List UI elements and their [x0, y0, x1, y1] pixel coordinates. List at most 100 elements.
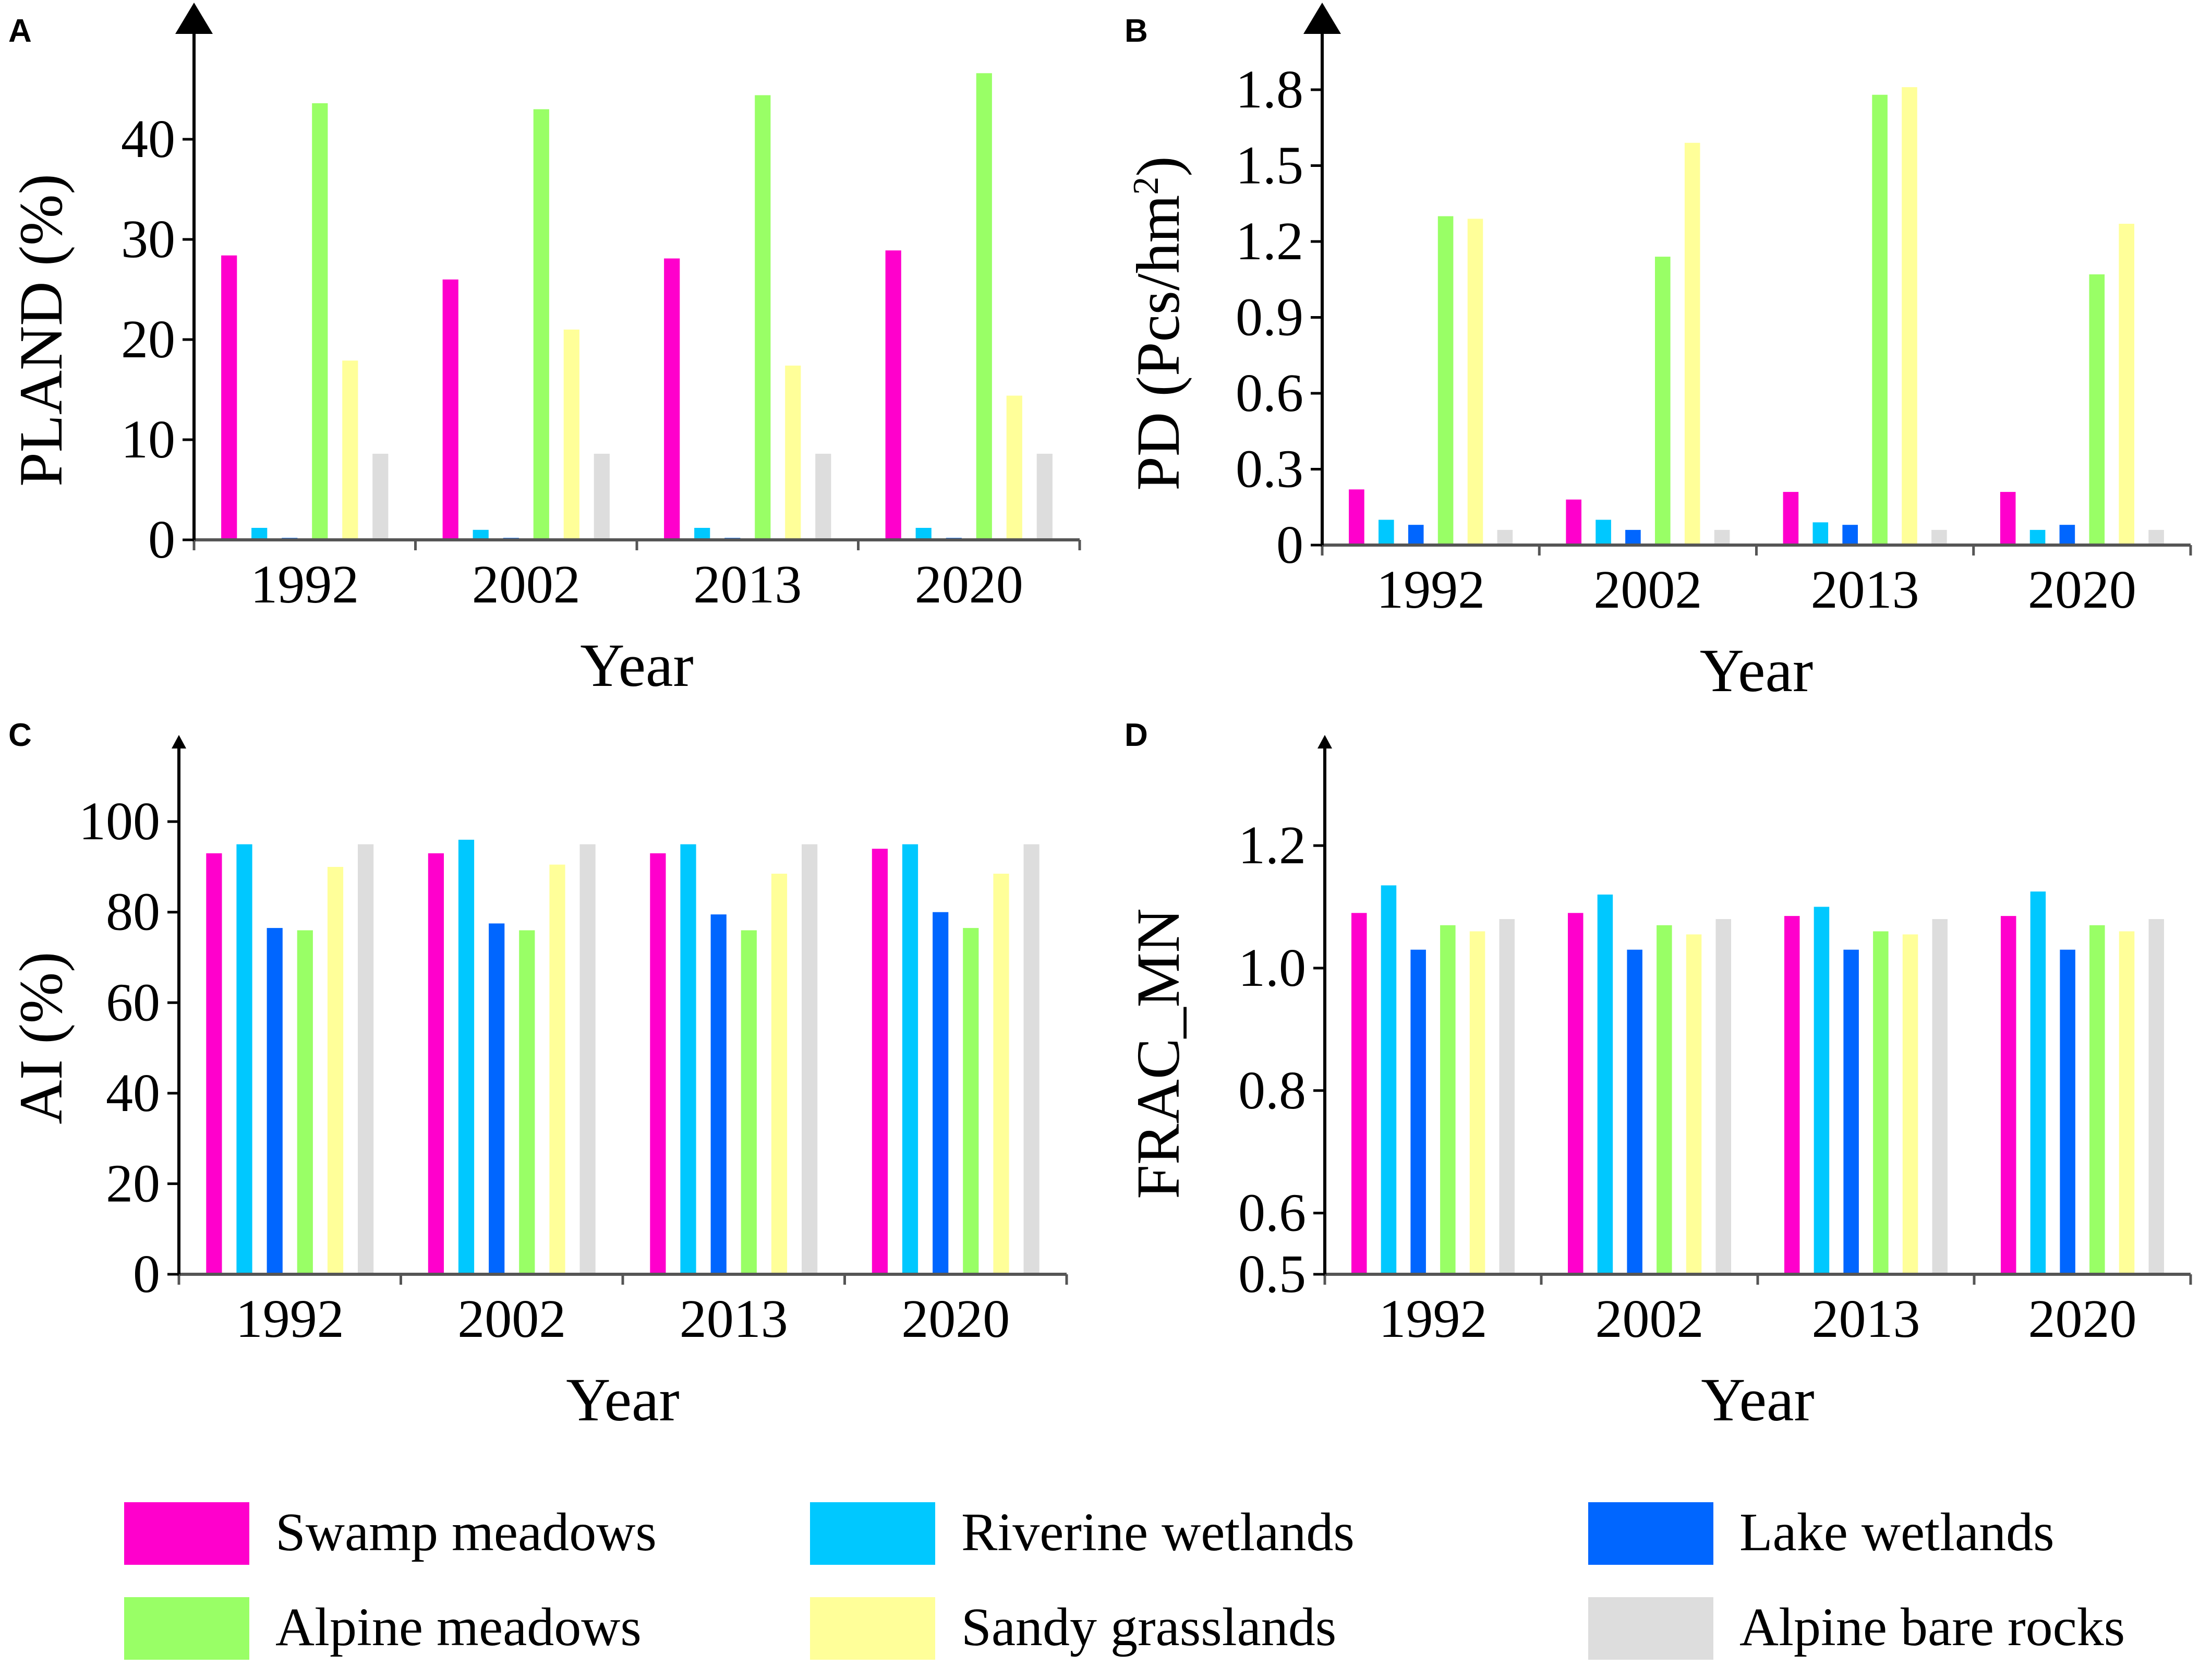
x-axis-title: Year — [1700, 636, 1813, 705]
bar-riverine-wetlands-2002 — [1595, 520, 1611, 545]
y-tick-label: 0.5 — [1238, 1244, 1306, 1304]
y-axis-title: FRAC_MN — [1124, 908, 1192, 1199]
bar-alpine-bare-rocks-2020 — [2148, 919, 2164, 1274]
y-tick-label: 100 — [79, 791, 160, 851]
bar-swamp-meadows-2013 — [664, 258, 680, 540]
bar-lake-wetlands-2013 — [710, 914, 727, 1274]
y-axis-arrow-icon — [1317, 735, 1332, 749]
y-tick-label: 20 — [121, 309, 175, 369]
bar-swamp-meadows-2020 — [872, 849, 888, 1274]
x-tick-label: 2020 — [2028, 1289, 2137, 1349]
bar-sandy-grasslands-1992 — [1467, 219, 1483, 545]
bar-swamp-meadows-2002 — [1568, 913, 1584, 1274]
bar-sandy-grasslands-2013 — [771, 874, 788, 1274]
bar-swamp-meadows-2002 — [442, 279, 458, 540]
panel-letter: C — [8, 717, 32, 753]
x-tick-label: 2013 — [693, 554, 802, 614]
bar-riverine-wetlands-2013 — [694, 528, 710, 540]
legend-swatch — [124, 1597, 249, 1660]
y-tick-label: 40 — [121, 109, 175, 169]
legend-item-sandy-grasslands: Sandy grasslands — [810, 1597, 1336, 1660]
x-axis-title: Year — [1701, 1366, 1814, 1434]
y-tick-label: 10 — [121, 409, 175, 469]
bar-alpine-meadows-2020 — [2089, 925, 2105, 1274]
panel-letter: D — [1125, 717, 1148, 753]
bar-alpine-meadows-2020 — [2089, 274, 2105, 545]
bar-lake-wetlands-2002 — [1625, 529, 1641, 545]
bar-alpine-bare-rocks-2020 — [1036, 453, 1053, 540]
bar-alpine-meadows-1992 — [312, 103, 328, 540]
y-tick-label: 80 — [106, 882, 160, 942]
bar-lake-wetlands-1992 — [267, 928, 283, 1274]
x-tick-label: 2002 — [1595, 1289, 1704, 1349]
bar-alpine-meadows-2013 — [741, 930, 757, 1274]
bar-alpine-bare-rocks-1992 — [1497, 529, 1513, 545]
panel-d: D 1992 2002 2013 2020 0.50.6 0.8 1.0 1.2 Year FRAC… — [1124, 717, 2192, 1434]
bar-alpine-bare-rocks-1992 — [1499, 919, 1515, 1274]
bar-swamp-meadows-1992 — [1349, 489, 1364, 545]
bar-swamp-meadows-2020 — [2000, 492, 2016, 545]
legend-swatch — [810, 1502, 935, 1565]
y-tick-label: 0 — [133, 1244, 160, 1304]
y-tick-label: 60 — [106, 972, 160, 1032]
y-tick-label: 30 — [121, 209, 175, 269]
bar-sandy-grasslands-2020 — [2119, 224, 2134, 545]
bar-riverine-wetlands-1992 — [1381, 885, 1397, 1274]
y-axis-title: AI (%) — [7, 952, 75, 1125]
legend: Swamp meadows Riverine wetlands Lake wetla… — [124, 1502, 2125, 1660]
y-tick-label: 20 — [106, 1153, 160, 1213]
panel-letter: A — [8, 13, 32, 49]
bar-riverine-wetlands-2013 — [1814, 907, 1830, 1274]
bar-sandy-grasslands-2002 — [563, 329, 579, 540]
x-tick-label: 2020 — [901, 1289, 1010, 1349]
bar-alpine-meadows-2002 — [1657, 925, 1672, 1274]
bar-swamp-meadows-1992 — [206, 853, 222, 1274]
x-tick-label: 2002 — [1593, 560, 1702, 620]
panel-b: B 1992 2002 2013 2020 0 0.3 0.6 0.9 1.2 1.5 1.8 Year… — [1124, 3, 2192, 705]
legend-label: Alpine bare rocks — [1739, 1597, 2125, 1657]
y-tick-label: 40 — [106, 1063, 160, 1123]
bar-riverine-wetlands-2002 — [473, 529, 489, 540]
y-axis-arrow-icon — [1303, 3, 1341, 34]
y-tick-label: 0.6 — [1236, 363, 1303, 423]
x-tick-label: 2020 — [2028, 560, 2136, 620]
x-tick-label: 2013 — [1812, 1289, 1920, 1349]
bar-sandy-grasslands-2020 — [993, 874, 1009, 1274]
bar-swamp-meadows-2020 — [885, 250, 901, 540]
x-tick-label: 2020 — [915, 554, 1023, 614]
legend-item-swamp-meadows: Swamp meadows — [124, 1502, 657, 1565]
bar-alpine-bare-rocks-2002 — [1715, 919, 1731, 1274]
bar-riverine-wetlands-2013 — [1812, 522, 1829, 545]
bar-sandy-grasslands-2020 — [2119, 931, 2135, 1274]
legend-swatch — [1588, 1597, 1713, 1660]
bar-alpine-bare-rocks-1992 — [358, 844, 374, 1274]
legend-label: Riverine wetlands — [961, 1502, 1355, 1562]
bar-alpine-meadows-1992 — [297, 930, 313, 1274]
bar-alpine-meadows-2002 — [533, 109, 549, 540]
legend-item-riverine-wetlands: Riverine wetlands — [810, 1502, 1355, 1565]
x-axis-title: Year — [580, 631, 693, 699]
bar-lake-wetlands-2002 — [489, 923, 505, 1274]
bar-riverine-wetlands-2020 — [915, 528, 932, 540]
x-tick-label: 1992 — [236, 1289, 344, 1349]
y-axis-arrow-icon — [172, 735, 186, 749]
bar-swamp-meadows-1992 — [1351, 913, 1367, 1274]
bar-lake-wetlands-2020 — [2060, 949, 2075, 1274]
bar-alpine-meadows-2002 — [519, 930, 535, 1274]
bar-riverine-wetlands-2013 — [680, 844, 696, 1274]
y-axis-arrow-icon — [175, 3, 213, 34]
charts-group: A 1992 2002 2013 2020 0 10 20 30 40 Year PLAND (%) B… — [7, 3, 2192, 1434]
bar-swamp-meadows-2002 — [428, 853, 444, 1274]
y-tick-label: 0.3 — [1236, 439, 1303, 499]
bar-alpine-bare-rocks-2013 — [815, 453, 831, 540]
bar-lake-wetlands-2013 — [1842, 525, 1858, 545]
y-tick-label: 0 — [1276, 515, 1303, 575]
y-tick-label: 1.2 — [1238, 815, 1306, 875]
y-tick-label: 0 — [148, 510, 175, 570]
bar-swamp-meadows-2013 — [650, 853, 666, 1274]
bar-lake-wetlands-2013 — [1843, 949, 1859, 1274]
bar-riverine-wetlands-1992 — [251, 528, 268, 540]
bar-alpine-bare-rocks-2002 — [579, 844, 596, 1274]
legend-label: Sandy grasslands — [961, 1597, 1336, 1657]
bar-lake-wetlands-1992 — [1410, 949, 1426, 1274]
